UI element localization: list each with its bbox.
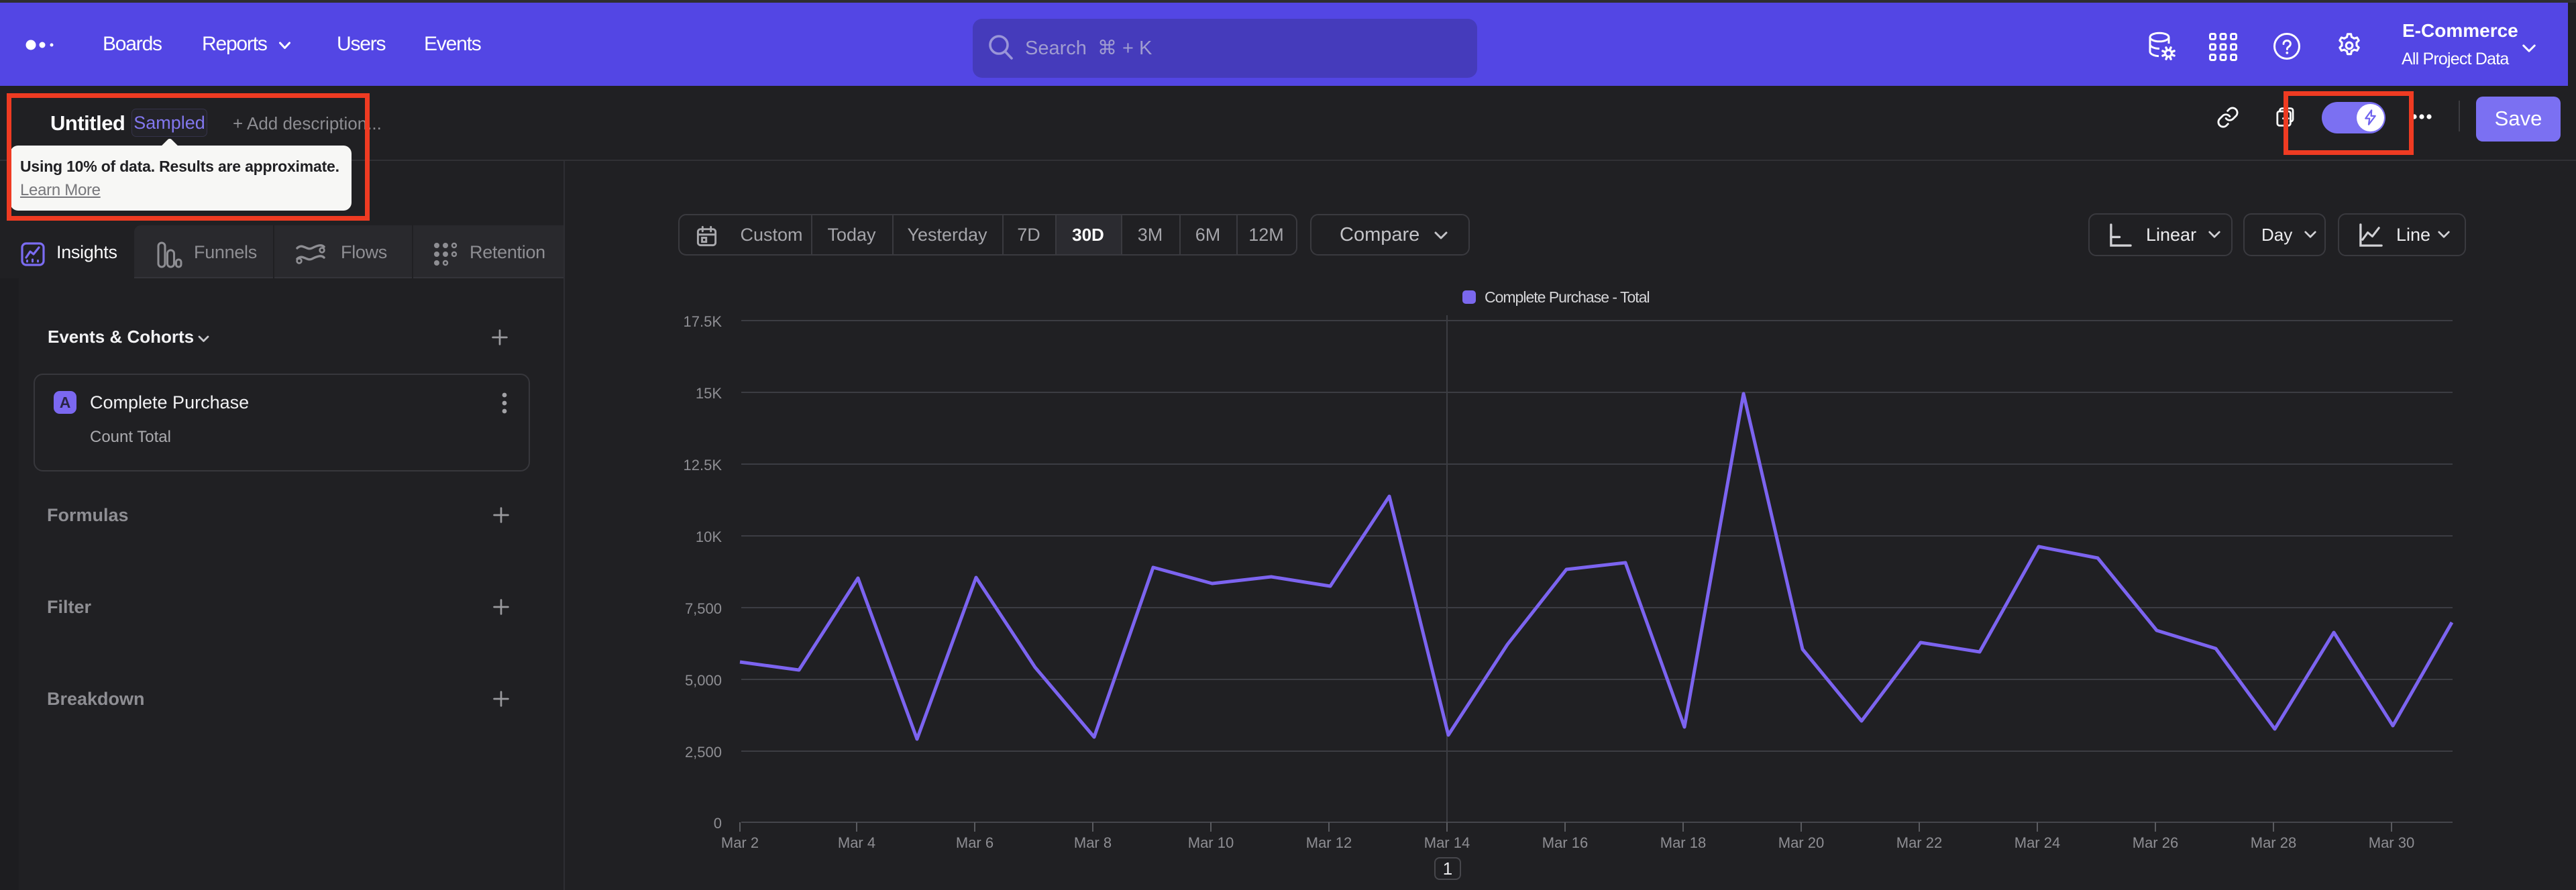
svg-text:10K: 10K [696, 529, 722, 545]
svg-text:Mar 30: Mar 30 [2369, 834, 2414, 851]
svg-text:5,000: 5,000 [685, 672, 722, 689]
svg-text:Mar 4: Mar 4 [838, 834, 875, 851]
svg-text:Mar 18: Mar 18 [1660, 834, 1706, 851]
svg-text:12.5K: 12.5K [684, 457, 722, 474]
svg-text:Mar 16: Mar 16 [1542, 834, 1588, 851]
svg-text:0: 0 [714, 815, 722, 832]
svg-text:Mar 14: Mar 14 [1424, 834, 1470, 851]
svg-text:Mar 10: Mar 10 [1188, 834, 1234, 851]
svg-text:Mar 26: Mar 26 [2133, 834, 2178, 851]
svg-text:Mar 6: Mar 6 [956, 834, 994, 851]
svg-text:Mar 22: Mar 22 [1896, 834, 1942, 851]
svg-text:7,500: 7,500 [685, 600, 722, 617]
svg-text:17.5K: 17.5K [684, 313, 722, 330]
svg-text:Mar 28: Mar 28 [2251, 834, 2296, 851]
svg-text:Mar 2: Mar 2 [721, 834, 759, 851]
svg-text:Mar 12: Mar 12 [1306, 834, 1352, 851]
svg-text:2,500: 2,500 [685, 744, 722, 761]
svg-text:Mar 8: Mar 8 [1074, 834, 1112, 851]
svg-text:15K: 15K [696, 385, 722, 402]
svg-text:Mar 24: Mar 24 [2015, 834, 2060, 851]
svg-text:Mar 20: Mar 20 [1778, 834, 1824, 851]
